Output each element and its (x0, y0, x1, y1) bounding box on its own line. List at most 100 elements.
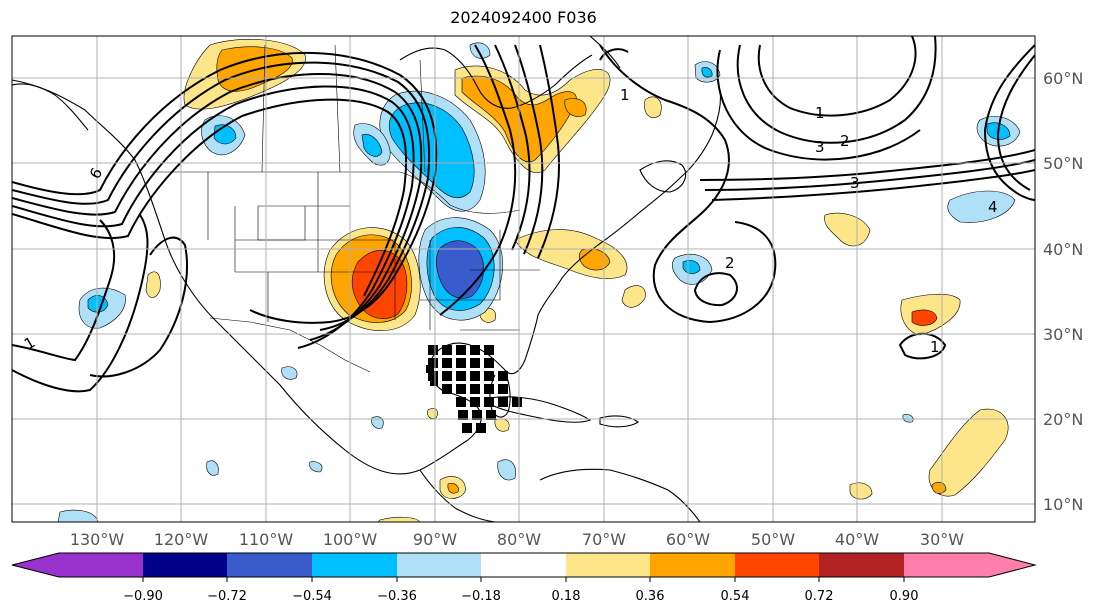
negative-anomaly-light-blue (57, 509, 99, 522)
latitude-label: 40°N (1043, 240, 1083, 259)
colorbar-segment (312, 553, 397, 577)
longitude-label: 50°W (751, 530, 795, 549)
negative-anomaly-blue (388, 102, 475, 198)
colorbar-tick-label: 0.54 (721, 589, 750, 604)
colorbar-segment (481, 553, 566, 577)
negative-anomaly-light-blue (371, 416, 384, 429)
colorbar-tick-label: −0.54 (292, 589, 332, 604)
us-canada-border (150, 171, 521, 214)
contour-label: 3 (850, 174, 860, 192)
contour-line (704, 159, 1035, 191)
colorbar-segment (650, 553, 735, 577)
colorbar-over-extension (989, 553, 1035, 577)
contour-line (12, 214, 149, 393)
contour-line (983, 44, 1035, 201)
colorbar-tick-label: 0.36 (636, 589, 665, 604)
colorbar-segment (735, 553, 819, 577)
newfoundland-coast (639, 160, 687, 193)
contour-line (711, 169, 1035, 201)
map-title: 2024092400 F036 (450, 8, 597, 27)
contour-line (716, 49, 921, 161)
contours (12, 36, 1035, 393)
contour-line (537, 44, 561, 259)
colorbar-segment (59, 553, 143, 577)
hatched-region (426, 345, 522, 433)
latitude-labels: 60°N 50°N 40°N 30°N 20°N 10°N (1043, 69, 1083, 514)
contour-line (12, 219, 116, 362)
contour-line (12, 98, 408, 297)
longitude-label: 40°W (835, 530, 879, 549)
negative-anomaly-dark-blue (436, 240, 484, 299)
graticule (12, 36, 1035, 522)
colorbar-tick-label: −0.18 (461, 589, 501, 604)
colorbar-segment (566, 553, 650, 577)
longitude-label: 60°W (666, 530, 710, 549)
greenland-coast (589, 36, 621, 69)
latitude-label: 30°N (1043, 325, 1083, 344)
contour-line (757, 36, 917, 117)
shaded-anomalies (57, 38, 1047, 522)
negative-anomaly-light-blue (947, 190, 1016, 223)
central-america-coast (419, 469, 496, 522)
longitude-label: 30°W (920, 530, 964, 549)
colorbar (11, 552, 1037, 582)
latitude-label: 20°N (1043, 410, 1083, 429)
positive-anomaly-orange (564, 98, 587, 117)
longitude-label: 100°W (323, 530, 378, 549)
longitude-labels: 130°W 120°W 110°W 100°W 90°W 80°W 70°W 6… (70, 530, 964, 549)
negative-anomaly-light-blue (497, 459, 516, 481)
contour-label: 1 (930, 338, 940, 356)
positive-anomaly-yellow (849, 482, 873, 500)
latitude-label: 60°N (1043, 69, 1083, 88)
latitude-label: 50°N (1043, 154, 1083, 173)
colorbar-segment (227, 553, 312, 577)
colorbar-segment (904, 553, 989, 577)
contour-line (996, 54, 1035, 191)
colorbar-tick-label: 0.90 (890, 589, 919, 604)
contour-label: 1 (620, 86, 630, 104)
colorbar-segment (819, 553, 904, 577)
longitude-label: 110°W (239, 530, 294, 549)
contour-line (12, 85, 415, 349)
negative-anomaly-blue (682, 260, 701, 274)
colorbar-segment (143, 553, 227, 577)
positive-anomaly-orange (447, 483, 459, 494)
colorbar-tick-labels: −0.90 −0.72 −0.54 −0.36 −0.18 0.18 0.36 … (123, 589, 918, 604)
hispaniola-coast (599, 415, 639, 428)
longitude-label: 70°W (582, 530, 626, 549)
contour-line (514, 44, 544, 255)
colorbar-tick-label: 0.72 (805, 589, 834, 604)
contour-line (494, 44, 531, 251)
negative-anomaly-light-blue (281, 366, 298, 380)
positive-anomaly-yellow (145, 271, 161, 298)
colorbar-tick-label: 0.18 (552, 589, 581, 604)
contour-label: 1 (815, 104, 825, 122)
contour-line (736, 36, 937, 144)
contour-label: 3 (815, 138, 825, 156)
contour-line (693, 272, 738, 307)
contour-line (699, 149, 1035, 181)
longitude-label: 120°W (154, 530, 209, 549)
contour-line (599, 44, 777, 324)
colorbar-outline (11, 552, 1037, 578)
colorbar-segment (397, 553, 481, 577)
colorbar-tick-label: −0.72 (207, 589, 247, 604)
negative-anomaly-light-blue (309, 461, 323, 473)
negative-anomaly-blue (361, 134, 383, 157)
latitude-label: 10°N (1043, 495, 1083, 514)
longitude-label: 130°W (70, 530, 125, 549)
colorbar-tick-label: −0.36 (377, 589, 417, 604)
hudson-bay-coast (399, 47, 593, 109)
contour-label: 2 (840, 132, 850, 150)
negative-anomaly-light-blue (1040, 40, 1047, 50)
contour-line (89, 236, 188, 378)
colorbar-under-extension (12, 553, 59, 577)
negative-anomaly-blue (701, 67, 713, 78)
positive-anomaly-orange (911, 309, 938, 326)
contour-line (12, 61, 431, 331)
south-america-coast (539, 468, 701, 522)
contour-line (898, 332, 947, 360)
positive-anomaly-yellow (644, 96, 662, 119)
cuba-coast (489, 396, 592, 423)
